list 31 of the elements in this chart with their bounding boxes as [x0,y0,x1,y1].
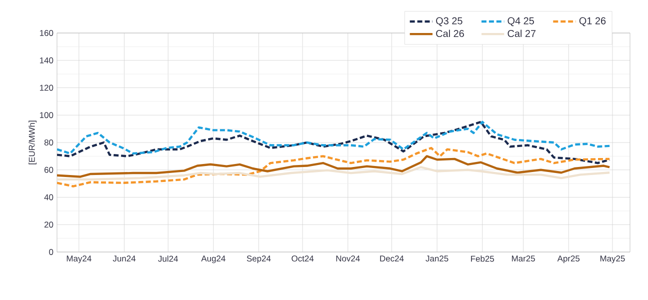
y-tick-label: 20 [44,222,54,228]
line-series [57,155,611,178]
x-tick-label: Jun24 [112,256,136,262]
x-tick-label: Aug24 [201,256,226,264]
x-tick-label: Feb25 [471,256,494,262]
legend-label: Cal 27 [508,30,536,38]
y-tick-label: 140 [40,57,54,64]
x-tick-label: Mar25 [512,256,535,262]
x-tick-label: Nov24 [336,256,360,262]
y-tick-label: 40 [44,194,54,200]
legend-label: Cal 26 [436,30,464,38]
legend-label: Q3 25 [436,17,462,26]
x-tick-label: May25 [600,256,625,264]
x-tick-label: May24 [66,256,92,264]
x-tick-label: Apr25 [557,256,580,264]
y-tick-label: 120 [40,84,54,91]
x-tick-label: Jul24 [158,256,178,262]
line-series [57,166,611,181]
y-tick-label: 60 [44,166,54,173]
y-tick-label: 100 [40,112,54,118]
x-tick-label: Sep24 [246,256,271,264]
y-tick-label: 80 [44,140,54,146]
legend-label: Q4 25 [508,17,534,26]
x-tick-label: Jan25 [426,256,448,262]
y-axis-title: [EUR/MWh] [28,120,37,164]
line-series [57,146,611,188]
y-tick-label: 160 [40,30,54,36]
legend-label: Q1 26 [579,17,606,26]
y-tick-label: 0 [49,249,54,255]
x-tick-label: Dec24 [380,256,404,262]
x-tick-label: Oct24 [292,256,314,262]
